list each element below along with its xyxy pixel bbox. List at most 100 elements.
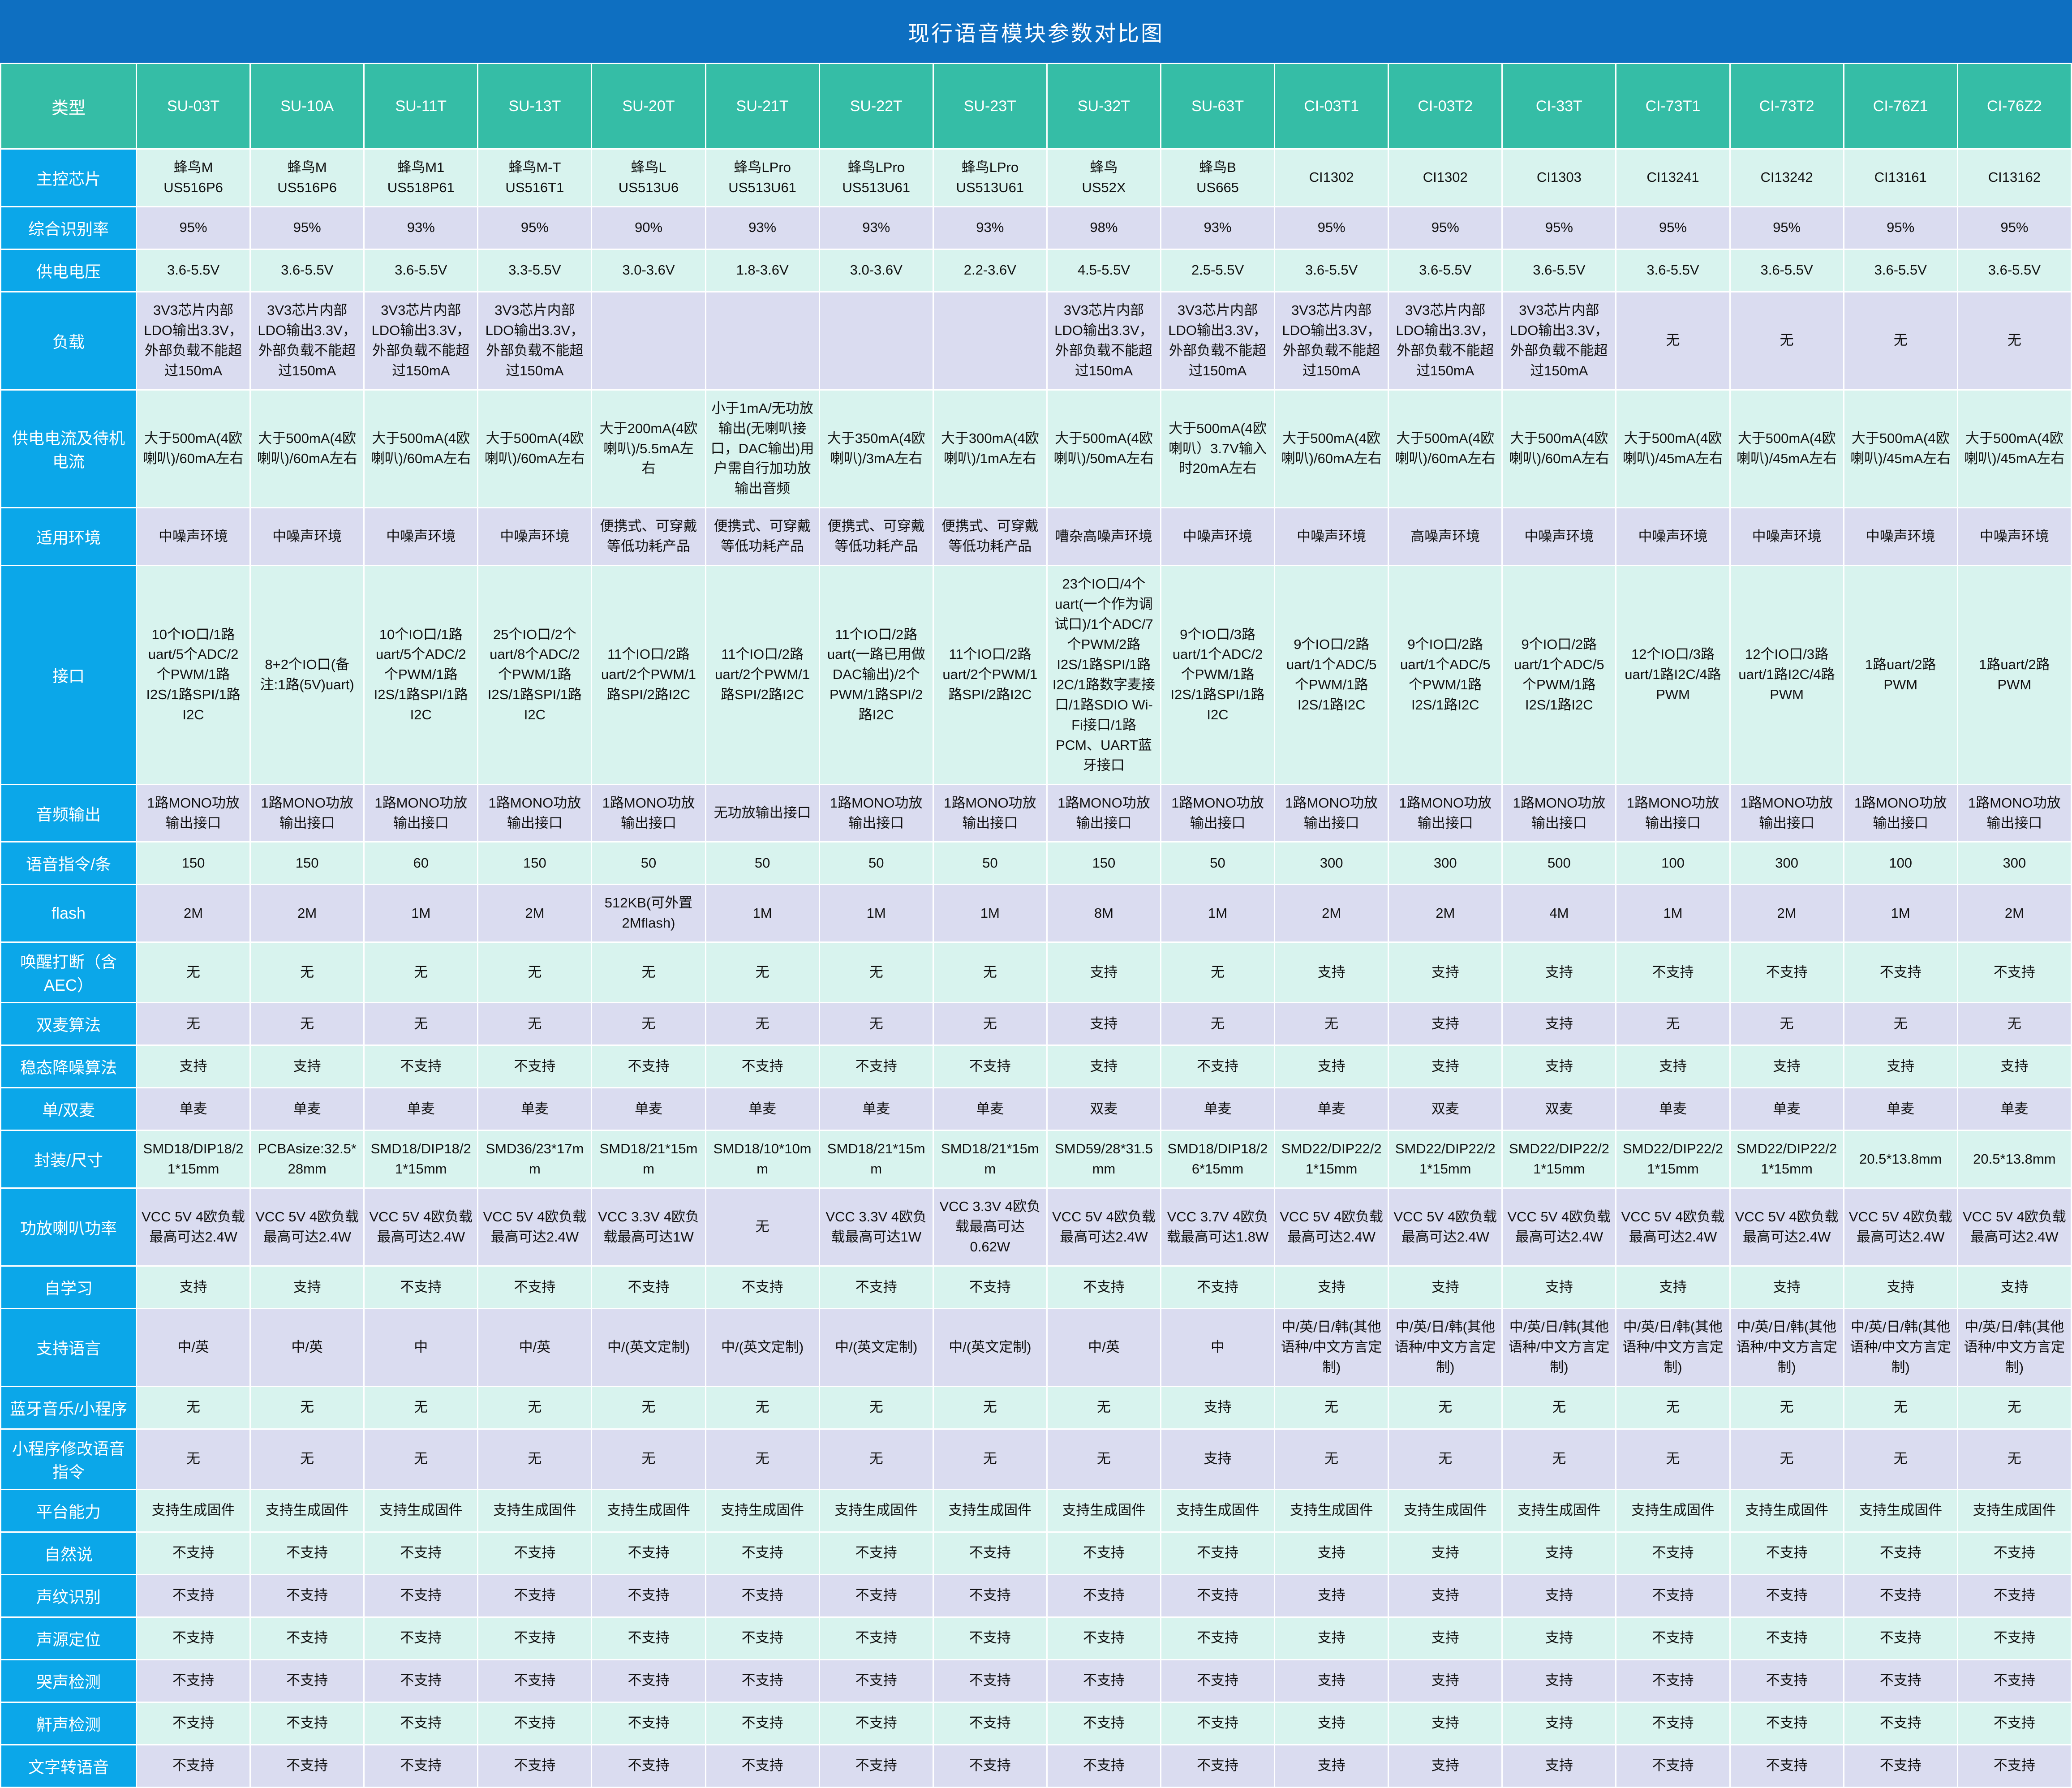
cell-load-su-11t: 3V3芯片内部LDO输出3.3V，外部负载不能超过150mA [363, 291, 479, 391]
cell-miniprogram-edit-commands-ci-76z1: 无 [1843, 1428, 1958, 1490]
table-row-flash: flash 2M 2M 1M 2M 512KB(可外置2Mflash) 1M 1M 1M 8M 1M… [0, 884, 2072, 943]
cell-audio-output-su-11t: 1路MONO功放输出接口 [363, 783, 479, 843]
cell-supply-voltage-ci-33t: 3.6-5.5V [1501, 248, 1617, 292]
cell-natural-speech-su-32t: 不支持 [1046, 1531, 1161, 1575]
cell-natural-speech-su-13t: 不支持 [477, 1531, 593, 1575]
cell-dual-mic-algorithm-su-20t: 无 [591, 1002, 706, 1046]
cell-platform-capability-su-21t: 支持生成固件 [705, 1488, 820, 1533]
cell-interfaces-ci-76z2: 1路uart/2路PWM [1956, 565, 2072, 785]
cell-natural-speech-ci-03t1: 支持 [1274, 1531, 1389, 1575]
cell-snore-detection-su-32t: 不支持 [1046, 1701, 1161, 1745]
cell-dual-mic-algorithm-su-22t: 无 [818, 1002, 934, 1046]
cell-dual-mic-algorithm-su-13t: 无 [477, 1002, 593, 1046]
table-row-snore-detection: 鼾声检测 不支持 不支持 不支持 不支持 不支持 不支持 不支持 不支持 不支持 不支持 支持 支持 支持… [0, 1701, 2072, 1745]
table-row-recognition-rate: 综合识别率 95% 95% 93% 95% 90% 93% 93% 93% 98% 93% 95% 95… [0, 206, 2072, 250]
cell-recognition-rate-ci-73t1: 95% [1615, 206, 1731, 250]
cell-main-chip-ci-76z1: CI13161 [1843, 148, 1958, 207]
cell-natural-speech-su-63t: 不支持 [1160, 1531, 1276, 1575]
corner-header-type: 类型 [0, 63, 137, 150]
cell-snore-detection-ci-33t: 支持 [1501, 1701, 1617, 1745]
cell-mic-count-ci-76z1: 单麦 [1843, 1087, 1958, 1131]
cell-noise-reduction-su-10a: 支持 [249, 1044, 365, 1089]
cell-load-ci-33t: 3V3芯片内部LDO输出3.3V，外部负载不能超过150mA [1501, 291, 1617, 391]
row-label-package-size: 封装/尺寸 [0, 1130, 137, 1189]
cell-amp-speaker-power-ci-73t1: VCC 5V 4欧负载最高可达2.4W [1615, 1187, 1731, 1267]
cell-noise-reduction-ci-33t: 支持 [1501, 1044, 1617, 1089]
cell-interfaces-ci-03t1: 9个IO口/2路uart/1个ADC/5个PWM/1路I2S/1路I2C [1274, 565, 1389, 785]
cell-flash-ci-33t: 4M [1501, 884, 1617, 943]
cell-amp-speaker-power-ci-03t2: VCC 5V 4欧负载最高可达2.4W [1388, 1187, 1503, 1267]
cell-audio-output-ci-73t2: 1路MONO功放输出接口 [1729, 783, 1844, 843]
cell-voice-commands-ci-03t2: 300 [1388, 841, 1503, 885]
cell-self-learning-su-23t: 不支持 [932, 1265, 1048, 1309]
table-row-self-learning: 自学习 支持 支持 不支持 不支持 不支持 不支持 不支持 不支持 不支持 不支持 支持 支持 支持 支持支… [0, 1265, 2072, 1309]
cell-flash-su-23t: 1M [932, 884, 1048, 943]
cell-languages-su-20t: 中/(英文定制) [591, 1308, 706, 1387]
cell-snore-detection-ci-73t2: 不支持 [1729, 1701, 1844, 1745]
cell-self-learning-su-21t: 不支持 [705, 1265, 820, 1309]
table-row-wake-interrupt-aec: 唤醒打断（含AEC）无无无无无无无无支持无支持 支持 支持 不支持 不支持 不支持 不支持 [0, 941, 2072, 1004]
cell-noise-reduction-su-11t: 不支持 [363, 1044, 479, 1089]
cell-main-chip-ci-73t1: CI13241 [1615, 148, 1731, 207]
row-label-sound-source-localization: 声源定位 [0, 1616, 137, 1660]
cell-voiceprint-su-21t: 不支持 [705, 1573, 820, 1618]
row-label-voiceprint: 声纹识别 [0, 1573, 137, 1618]
column-header-ci-03t1: CI-03T1 [1274, 63, 1389, 150]
cell-cry-detection-ci-76z1: 不支持 [1843, 1659, 1958, 1703]
column-header-su-20t: SU-20T [591, 63, 706, 150]
cell-supply-current-su-11t: 大于500mA(4欧喇叭)/60mA左右 [363, 389, 479, 509]
table-row-amp-speaker-power: 功放喇叭功率 VCC 5V 4欧负载最高可达2.4W VCC 5V 4欧负载最高可达… [0, 1187, 2072, 1267]
cell-flash-su-10a: 2M [249, 884, 365, 943]
cell-noise-reduction-su-20t: 不支持 [591, 1044, 706, 1089]
cell-sound-source-localization-ci-03t1: 支持 [1274, 1616, 1389, 1660]
cell-languages-su-22t: 中/(英文定制) [818, 1308, 934, 1387]
table-row-mic-count: 单/双麦 单麦 单麦 单麦 单麦 单麦 单麦 单麦 单麦 双麦 单麦 单麦 双麦 双麦 单麦 单麦 单麦 单麦 [0, 1087, 2072, 1131]
cell-supply-voltage-su-32t: 4.5-5.5V [1046, 248, 1161, 292]
cell-recognition-rate-ci-76z1: 95% [1843, 206, 1958, 250]
column-header-su-23t: SU-23T [932, 63, 1048, 150]
table-row-load: 负载 3V3芯片内部LDO输出3.3V，外部负载不能超过150mA 3V3芯片内部L… [0, 291, 2072, 391]
cell-natural-speech-ci-73t2: 不支持 [1729, 1531, 1844, 1575]
cell-mic-count-su-23t: 单麦 [932, 1087, 1048, 1131]
row-label-miniprogram-edit-commands: 小程序修改语音指令 [0, 1428, 137, 1490]
cell-cry-detection-su-22t: 不支持 [818, 1659, 934, 1703]
row-label-snore-detection: 鼾声检测 [0, 1701, 137, 1745]
cell-text-to-speech-ci-73t2: 不支持 [1729, 1744, 1844, 1788]
cell-voiceprint-ci-03t2: 支持 [1388, 1573, 1503, 1618]
table-row-bluetooth-miniprogram: 蓝牙音乐/小程序无无无无无无无无无支持无无无无无无无 [0, 1385, 2072, 1430]
cell-environment-su-10a: 中噪声环境 [249, 507, 365, 567]
cell-snore-detection-ci-76z2: 不支持 [1956, 1701, 2072, 1745]
cell-supply-current-ci-76z2: 大于500mA(4欧喇叭)/45mA左右 [1956, 389, 2072, 509]
cell-bluetooth-miniprogram-ci-03t1: 无 [1274, 1385, 1389, 1430]
cell-audio-output-su-22t: 1路MONO功放输出接口 [818, 783, 934, 843]
table-row-languages: 支持语言 中/英 中/英中中/英 中/(英文定制) 中/(英文定制) 中/(英文定制) 中/… [0, 1308, 2072, 1387]
cell-miniprogram-edit-commands-ci-33t: 无 [1501, 1428, 1617, 1490]
cell-bluetooth-miniprogram-su-32t: 无 [1046, 1385, 1161, 1430]
cell-amp-speaker-power-su-11t: VCC 5V 4欧负载最高可达2.4W [363, 1187, 479, 1267]
row-label-languages: 支持语言 [0, 1308, 137, 1387]
cell-supply-current-ci-33t: 大于500mA(4欧喇叭)/60mA左右 [1501, 389, 1617, 509]
cell-text-to-speech-su-03t: 不支持 [135, 1744, 251, 1788]
cell-languages-su-21t: 中/(英文定制) [705, 1308, 820, 1387]
cell-languages-su-11t: 中 [363, 1308, 479, 1387]
cell-supply-current-ci-76z1: 大于500mA(4欧喇叭)/45mA左右 [1843, 389, 1958, 509]
cell-package-size-ci-76z1: 20.5*13.8mm [1843, 1130, 1958, 1189]
column-header-su-03t: SU-03T [135, 63, 251, 150]
cell-recognition-rate-su-13t: 95% [477, 206, 593, 250]
cell-voiceprint-su-23t: 不支持 [932, 1573, 1048, 1618]
cell-noise-reduction-su-23t: 不支持 [932, 1044, 1048, 1089]
cell-natural-speech-su-20t: 不支持 [591, 1531, 706, 1575]
cell-sound-source-localization-su-13t: 不支持 [477, 1616, 593, 1660]
cell-audio-output-su-23t: 1路MONO功放输出接口 [932, 783, 1048, 843]
row-label-interfaces: 接口 [0, 565, 137, 785]
cell-snore-detection-su-20t: 不支持 [591, 1701, 706, 1745]
cell-load-su-21t [705, 291, 820, 391]
cell-voiceprint-ci-73t1: 不支持 [1615, 1573, 1731, 1618]
table-row-cry-detection: 哭声检测 不支持 不支持 不支持 不支持 不支持 不支持 不支持 不支持 不支持 不支持 支持 支持 支持… [0, 1659, 2072, 1703]
cell-platform-capability-ci-76z1: 支持生成固件 [1843, 1488, 1958, 1533]
cell-supply-current-su-22t: 大于350mA(4欧喇叭)/3mA左右 [818, 389, 934, 509]
cell-languages-ci-76z1: 中/英/日/韩(其他语种/中文方言定制) [1843, 1308, 1958, 1387]
cell-load-su-13t: 3V3芯片内部LDO输出3.3V，外部负载不能超过150mA [477, 291, 593, 391]
cell-platform-capability-ci-03t1: 支持生成固件 [1274, 1488, 1389, 1533]
cell-supply-current-su-10a: 大于500mA(4欧喇叭)/60mA左右 [249, 389, 365, 509]
